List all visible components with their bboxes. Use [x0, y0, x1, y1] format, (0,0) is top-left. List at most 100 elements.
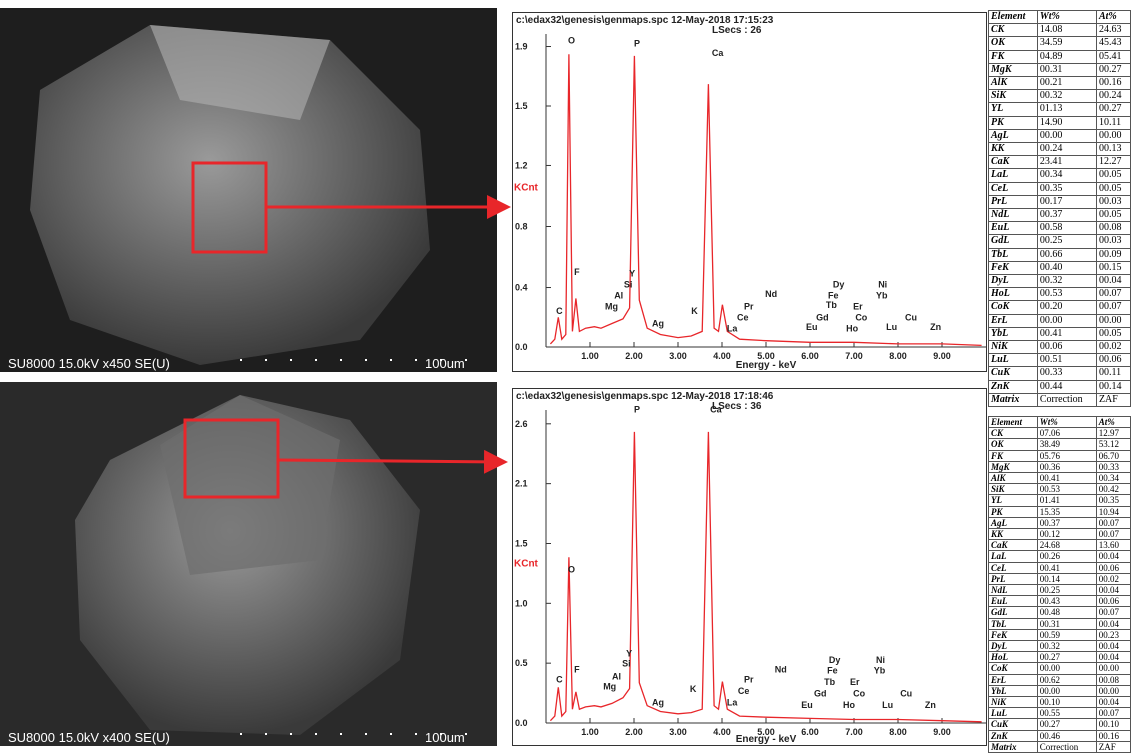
table-cell: 00.35 [1096, 495, 1130, 506]
table-cell: 00.32 [1037, 641, 1096, 652]
table-cell: At% [1096, 11, 1130, 24]
peak-label: Eu [806, 322, 818, 332]
table-cell: 00.04 [1096, 697, 1130, 708]
y-tick-label: 2.6 [515, 419, 528, 429]
table-cell: 00.06 [1096, 354, 1130, 367]
table-cell: OK [989, 439, 1038, 450]
table-cell: CuK [989, 719, 1038, 730]
table-cell: YbL [989, 685, 1038, 696]
table-cell: PrL [989, 195, 1038, 208]
table-cell: YL [989, 103, 1038, 116]
y-axis-label: KCnt [514, 183, 539, 194]
peak-label: Ni [878, 280, 887, 290]
table-cell: 00.06 [1096, 596, 1130, 607]
peak-label: P [634, 39, 640, 49]
table-cell: 05.76 [1037, 450, 1096, 461]
x-tick-label: 5.00 [757, 727, 775, 737]
peak-label: Dy [829, 655, 841, 665]
peak-label: Lu [882, 700, 893, 710]
table-cell: 00.44 [1037, 380, 1096, 393]
table-cell: 00.03 [1096, 195, 1130, 208]
table-cell: 00.62 [1037, 674, 1096, 685]
table-cell: LuL [989, 708, 1038, 719]
table-row: HoL00.5300.07 [989, 288, 1131, 301]
x-tick-label: 3.00 [669, 351, 687, 361]
table-cell: ErL [989, 314, 1038, 327]
peak-label: Y [626, 648, 632, 658]
x-tick-label: 1.00 [581, 351, 599, 361]
table-cell: 00.27 [1037, 719, 1096, 730]
table-row: ZnK00.4400.14 [989, 380, 1131, 393]
table-cell: 00.04 [1096, 618, 1130, 629]
table-cell: HoL [989, 652, 1038, 663]
table-cell: 00.00 [1096, 685, 1130, 696]
peak-label: C [556, 675, 563, 685]
table-row: CuK00.2700.10 [989, 719, 1131, 730]
table-cell: 10.11 [1096, 116, 1130, 129]
x-tick-label: 4.00 [713, 351, 731, 361]
x-tick-label: 2.00 [625, 351, 643, 361]
sem-scale: 100um [425, 730, 465, 745]
table-cell: 00.24 [1096, 90, 1130, 103]
y-axis-label: KCnt [514, 559, 539, 570]
table-cell: 24.63 [1096, 24, 1130, 37]
table-cell: 00.27 [1096, 103, 1130, 116]
table-cell: LaL [989, 169, 1038, 182]
peak-label: Co [855, 312, 867, 322]
table-cell: 00.32 [1037, 90, 1096, 103]
table-row: ElementWt%At% [989, 11, 1131, 24]
table-cell: KK [989, 143, 1038, 156]
table-row: YL01.4100.35 [989, 495, 1131, 506]
table-cell: CaK [989, 156, 1038, 169]
table-cell: ZnK [989, 380, 1038, 393]
peak-label: La [727, 323, 738, 333]
table-cell: YbL [989, 327, 1038, 340]
table-row: CaK24.6813.60 [989, 540, 1131, 551]
table-row: NiK00.0600.02 [989, 341, 1131, 354]
table-cell: 00.05 [1096, 169, 1130, 182]
table-cell: GdL [989, 235, 1038, 248]
peak-label: La [727, 698, 738, 708]
table-cell: 00.27 [1096, 63, 1130, 76]
table-cell: 00.00 [1037, 129, 1096, 142]
x-tick-label: 7.00 [845, 727, 863, 737]
spectrum-chart: c:\edax32\genesis\genmaps.spc 12-May-201… [512, 12, 987, 372]
y-tick-label: 0.8 [515, 221, 528, 231]
table-cell: 00.00 [1037, 314, 1096, 327]
table-cell: 00.08 [1096, 222, 1130, 235]
table-cell: 00.06 [1037, 341, 1096, 354]
table-cell: Wt% [1037, 11, 1096, 24]
table-cell: 00.11 [1096, 367, 1130, 380]
table-cell: ZAF [1096, 393, 1130, 406]
peak-label: Co [853, 689, 865, 699]
table-cell: 00.55 [1037, 708, 1096, 719]
peak-label: Yb [874, 666, 886, 676]
table-row: TbL00.6600.09 [989, 248, 1131, 261]
table-cell: DyL [989, 275, 1038, 288]
x-tick-label: 2.00 [625, 727, 643, 737]
peak-label: Ce [737, 312, 749, 322]
peak-label: Er [853, 301, 863, 311]
peak-label: Tb [824, 677, 835, 687]
table-cell: 15.35 [1037, 506, 1096, 517]
y-tick-label: 2.1 [515, 479, 528, 489]
table-cell: 23.41 [1037, 156, 1096, 169]
table-cell: ErL [989, 674, 1038, 685]
table-row: HoL00.2700.04 [989, 652, 1131, 663]
table-row: NdL00.3700.05 [989, 209, 1131, 222]
x-tick-label: 6.00 [801, 727, 819, 737]
table-cell: 00.04 [1096, 641, 1130, 652]
table-cell: AgL [989, 517, 1038, 528]
table-cell: 14.08 [1037, 24, 1096, 37]
table-cell: PrL [989, 573, 1038, 584]
table: ElementWt%At%CK14.0824.63OK34.5945.43FK0… [988, 10, 1131, 407]
x-tick-label: 1.00 [581, 727, 599, 737]
table-cell: 00.08 [1096, 674, 1130, 685]
table-cell: 00.33 [1037, 367, 1096, 380]
sem-caption: SU8000 15.0kV x400 SE(U) [8, 730, 170, 745]
